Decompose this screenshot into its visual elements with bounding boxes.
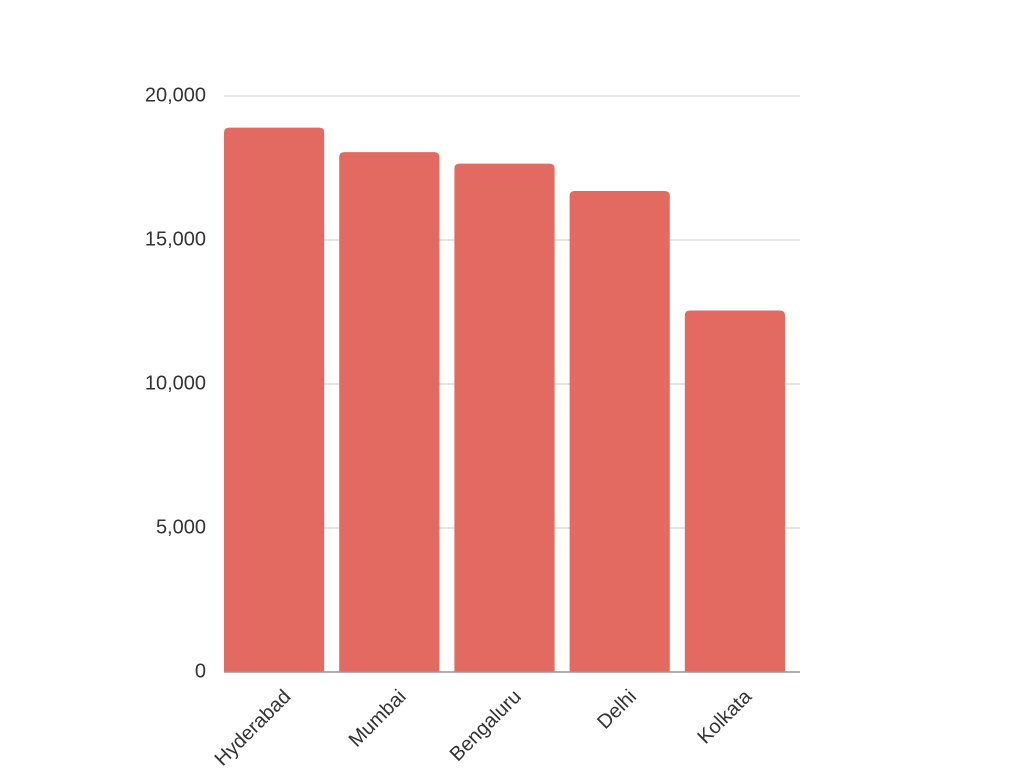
y-tick-label: 20,000 (145, 84, 206, 106)
y-tick-label: 5,000 (156, 516, 206, 538)
bar (454, 163, 555, 672)
x-tick-label: Hyderabad (211, 686, 296, 768)
x-tick-label: Delhi (593, 686, 641, 734)
x-tick-label: Mumbai (345, 686, 411, 752)
y-tick-label: 15,000 (145, 228, 206, 250)
y-tick-label: 0 (195, 660, 206, 682)
bar (339, 152, 440, 672)
y-tick-label: 10,000 (145, 372, 206, 394)
bar (569, 191, 670, 673)
x-tick-label: Kolkata (693, 685, 756, 748)
bar (684, 310, 785, 672)
bar (224, 127, 325, 673)
x-tick-label: Bengaluru (446, 686, 526, 766)
